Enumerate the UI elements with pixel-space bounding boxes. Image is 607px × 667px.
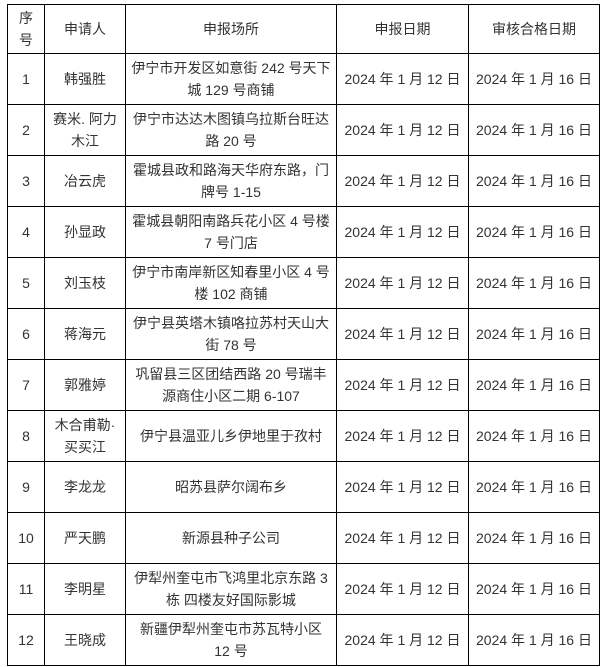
cell-apply-date: 2024 年 1 月 12 日 bbox=[336, 155, 469, 207]
table-row: 10 严天鹏 新源县种子公司 2024 年 1 月 12 日 2024 年 1 … bbox=[7, 512, 600, 564]
table-row: 8 木合甫勒·买买江 伊宁县温亚儿乡伊地里于孜村 2024 年 1 月 12 日… bbox=[7, 410, 600, 462]
cell-place: 新疆伊犁州奎屯市苏瓦特小区 12 号 bbox=[125, 614, 337, 666]
cell-applicant: 严天鹏 bbox=[44, 512, 126, 564]
cell-applicant: 木合甫勒·买买江 bbox=[44, 410, 126, 462]
cell-apply-date: 2024 年 1 月 12 日 bbox=[336, 410, 469, 462]
header-cell-approve-date: 审核合格日期 bbox=[468, 4, 600, 54]
cell-no: 8 bbox=[7, 410, 45, 462]
cell-approve-date: 2024 年 1 月 16 日 bbox=[468, 410, 600, 462]
cell-no: 4 bbox=[7, 206, 45, 258]
cell-apply-date: 2024 年 1 月 12 日 bbox=[336, 257, 469, 309]
cell-place: 新源县种子公司 bbox=[125, 512, 337, 564]
cell-apply-date: 2024 年 1 月 12 日 bbox=[336, 563, 469, 615]
cell-approve-date: 2024 年 1 月 16 日 bbox=[468, 257, 600, 309]
table-body: 1 韩强胜 伊宁市开发区如意街 242 号天下城 129 号商铺 2024 年 … bbox=[7, 53, 600, 666]
cell-no: 1 bbox=[7, 53, 45, 105]
cell-apply-date: 2024 年 1 月 12 日 bbox=[336, 308, 469, 360]
cell-no: 10 bbox=[7, 512, 45, 564]
cell-approve-date: 2024 年 1 月 16 日 bbox=[468, 512, 600, 564]
header-cell-no: 序号 bbox=[7, 4, 45, 54]
cell-approve-date: 2024 年 1 月 16 日 bbox=[468, 359, 600, 411]
header-cell-applicant: 申请人 bbox=[44, 4, 126, 54]
cell-place: 巩留县三区团结西路 20 号瑞丰源商住小区二期 6-107 bbox=[125, 359, 337, 411]
cell-place: 伊宁市南岸新区知春里小区 4 号楼 102 商铺 bbox=[125, 257, 337, 309]
cell-place: 昭苏县萨尔阔布乡 bbox=[125, 461, 337, 513]
cell-applicant: 李明星 bbox=[44, 563, 126, 615]
table-row: 11 李明星 伊犁州奎屯市飞鸿里北京东路 3 栋 四楼友好国际影城 2024 年… bbox=[7, 563, 600, 615]
cell-no: 2 bbox=[7, 104, 45, 156]
cell-place: 霍城县政和路海天华府东路，门牌号 1-15 bbox=[125, 155, 337, 207]
cell-applicant: 冶云虎 bbox=[44, 155, 126, 207]
table-row: 5 刘玉枝 伊宁市南岸新区知春里小区 4 号楼 102 商铺 2024 年 1 … bbox=[7, 257, 600, 309]
cell-approve-date: 2024 年 1 月 16 日 bbox=[468, 308, 600, 360]
cell-apply-date: 2024 年 1 月 12 日 bbox=[336, 53, 469, 105]
cell-approve-date: 2024 年 1 月 16 日 bbox=[468, 155, 600, 207]
cell-applicant: 郭雅婷 bbox=[44, 359, 126, 411]
header-row: 序号 申请人 申报场所 申报日期 审核合格日期 bbox=[7, 4, 600, 54]
cell-place: 伊宁市达达木图镇乌拉斯台旺达路 20 号 bbox=[125, 104, 337, 156]
cell-no: 5 bbox=[7, 257, 45, 309]
cell-apply-date: 2024 年 1 月 12 日 bbox=[336, 104, 469, 156]
table-row: 2 赛米. 阿力木江 伊宁市达达木图镇乌拉斯台旺达路 20 号 2024 年 1… bbox=[7, 104, 600, 156]
cell-applicant: 赛米. 阿力木江 bbox=[44, 104, 126, 156]
cell-approve-date: 2024 年 1 月 16 日 bbox=[468, 563, 600, 615]
cell-applicant: 王晓成 bbox=[44, 614, 126, 666]
cell-apply-date: 2024 年 1 月 12 日 bbox=[336, 359, 469, 411]
cell-apply-date: 2024 年 1 月 12 日 bbox=[336, 461, 469, 513]
cell-apply-date: 2024 年 1 月 12 日 bbox=[336, 614, 469, 666]
cell-place: 霍城县朝阳南路兵花小区 4 号楼 7 号门店 bbox=[125, 206, 337, 258]
table-row: 6 蒋海元 伊宁县英塔木镇咯拉苏村天山大街 78 号 2024 年 1 月 12… bbox=[7, 308, 600, 360]
application-review-table: 序号 申请人 申报场所 申报日期 审核合格日期 1 韩强胜 伊宁市开发区如意街 … bbox=[7, 4, 600, 666]
table-row: 1 韩强胜 伊宁市开发区如意街 242 号天下城 129 号商铺 2024 年 … bbox=[7, 53, 600, 105]
cell-no: 9 bbox=[7, 461, 45, 513]
cell-approve-date: 2024 年 1 月 16 日 bbox=[468, 206, 600, 258]
cell-place: 伊犁州奎屯市飞鸿里北京东路 3 栋 四楼友好国际影城 bbox=[125, 563, 337, 615]
table-row: 9 李龙龙 昭苏县萨尔阔布乡 2024 年 1 月 12 日 2024 年 1 … bbox=[7, 461, 600, 513]
table-row: 3 冶云虎 霍城县政和路海天华府东路，门牌号 1-15 2024 年 1 月 1… bbox=[7, 155, 600, 207]
cell-approve-date: 2024 年 1 月 16 日 bbox=[468, 53, 600, 105]
cell-apply-date: 2024 年 1 月 12 日 bbox=[336, 512, 469, 564]
table-row: 12 王晓成 新疆伊犁州奎屯市苏瓦特小区 12 号 2024 年 1 月 12 … bbox=[7, 614, 600, 666]
cell-place: 伊宁市开发区如意街 242 号天下城 129 号商铺 bbox=[125, 53, 337, 105]
cell-applicant: 李龙龙 bbox=[44, 461, 126, 513]
table-header: 序号 申请人 申报场所 申报日期 审核合格日期 bbox=[7, 4, 600, 54]
cell-no: 12 bbox=[7, 614, 45, 666]
cell-approve-date: 2024 年 1 月 16 日 bbox=[468, 614, 600, 666]
cell-applicant: 孙显政 bbox=[44, 206, 126, 258]
table-row: 7 郭雅婷 巩留县三区团结西路 20 号瑞丰源商住小区二期 6-107 2024… bbox=[7, 359, 600, 411]
cell-place: 伊宁县温亚儿乡伊地里于孜村 bbox=[125, 410, 337, 462]
cell-approve-date: 2024 年 1 月 16 日 bbox=[468, 104, 600, 156]
cell-no: 7 bbox=[7, 359, 45, 411]
cell-no: 6 bbox=[7, 308, 45, 360]
header-cell-apply-date: 申报日期 bbox=[336, 4, 469, 54]
cell-apply-date: 2024 年 1 月 12 日 bbox=[336, 206, 469, 258]
cell-applicant: 蒋海元 bbox=[44, 308, 126, 360]
cell-applicant: 刘玉枝 bbox=[44, 257, 126, 309]
cell-applicant: 韩强胜 bbox=[44, 53, 126, 105]
cell-place: 伊宁县英塔木镇咯拉苏村天山大街 78 号 bbox=[125, 308, 337, 360]
header-cell-place: 申报场所 bbox=[125, 4, 337, 54]
cell-no: 11 bbox=[7, 563, 45, 615]
cell-approve-date: 2024 年 1 月 16 日 bbox=[468, 461, 600, 513]
table-row: 4 孙显政 霍城县朝阳南路兵花小区 4 号楼 7 号门店 2024 年 1 月 … bbox=[7, 206, 600, 258]
cell-no: 3 bbox=[7, 155, 45, 207]
